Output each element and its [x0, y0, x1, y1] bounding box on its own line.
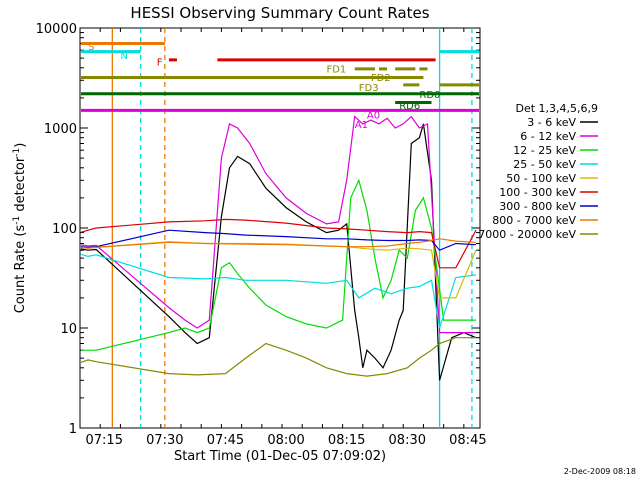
chart-title: HESSI Observing Summary Count Rates	[130, 4, 429, 22]
y-tick-label: 1000	[44, 122, 77, 137]
series-line-7	[81, 229, 477, 251]
flag-label-rd0: RD0	[419, 90, 440, 101]
legend-label: 7000 - 20000 keV	[478, 228, 576, 241]
x-tick-label: 08:15	[328, 433, 365, 448]
legend-label: 100 - 300 keV	[499, 186, 576, 199]
y-axis-label: Count Rate (s-1 detector-1)	[12, 143, 28, 314]
series-line-3	[81, 178, 476, 351]
y-tick-label: 10	[60, 322, 77, 337]
y-tick-label: 1	[69, 422, 77, 437]
y-tick-label: 100	[52, 222, 77, 237]
flag-label-fd3: FD3	[359, 83, 379, 94]
series-line-4	[81, 253, 477, 329]
flag-label-a1: A1	[355, 120, 368, 131]
series-line-6	[81, 218, 477, 269]
footer-date: 2-Dec-2009 08:18	[564, 467, 636, 476]
flag-label-rd6: RD6	[399, 101, 420, 112]
x-tick-label: 07:45	[207, 433, 244, 448]
flag-label-n: N	[120, 51, 127, 62]
y-tick-label: 10000	[36, 22, 77, 37]
legend-label: 25 - 50 keV	[513, 158, 576, 171]
legend-label: 800 - 7000 keV	[492, 214, 576, 227]
series-line-1	[81, 123, 477, 381]
legend-label: 6 - 12 keV	[520, 130, 576, 143]
series-line-9	[81, 337, 476, 377]
series-line-2	[81, 115, 476, 334]
legend-label: 3 - 6 keV	[527, 116, 576, 129]
legend-label: 50 - 100 keV	[506, 172, 576, 185]
x-tick-label: 07:30	[146, 433, 183, 448]
flag-label-fd2: FD2	[371, 73, 391, 84]
x-axis-label: Start Time (01-Dec-05 07:09:02)	[174, 449, 386, 464]
flag-label-fd1: FD1	[326, 64, 346, 75]
series-line-8	[81, 238, 477, 249]
flag-label-s: S	[88, 42, 94, 53]
flag-label-a0: A0	[367, 110, 380, 121]
x-tick-label: 08:30	[389, 433, 426, 448]
legend-title: Det 1,3,4,5,6,9	[515, 102, 598, 115]
x-tick-label: 07:15	[86, 433, 123, 448]
legend-label: 12 - 25 keV	[513, 144, 576, 157]
flag-label-f: F	[157, 58, 163, 69]
legend-label: 300 - 800 keV	[499, 200, 576, 213]
x-tick-label: 08:00	[267, 433, 304, 448]
x-tick-label: 08:45	[449, 433, 486, 448]
